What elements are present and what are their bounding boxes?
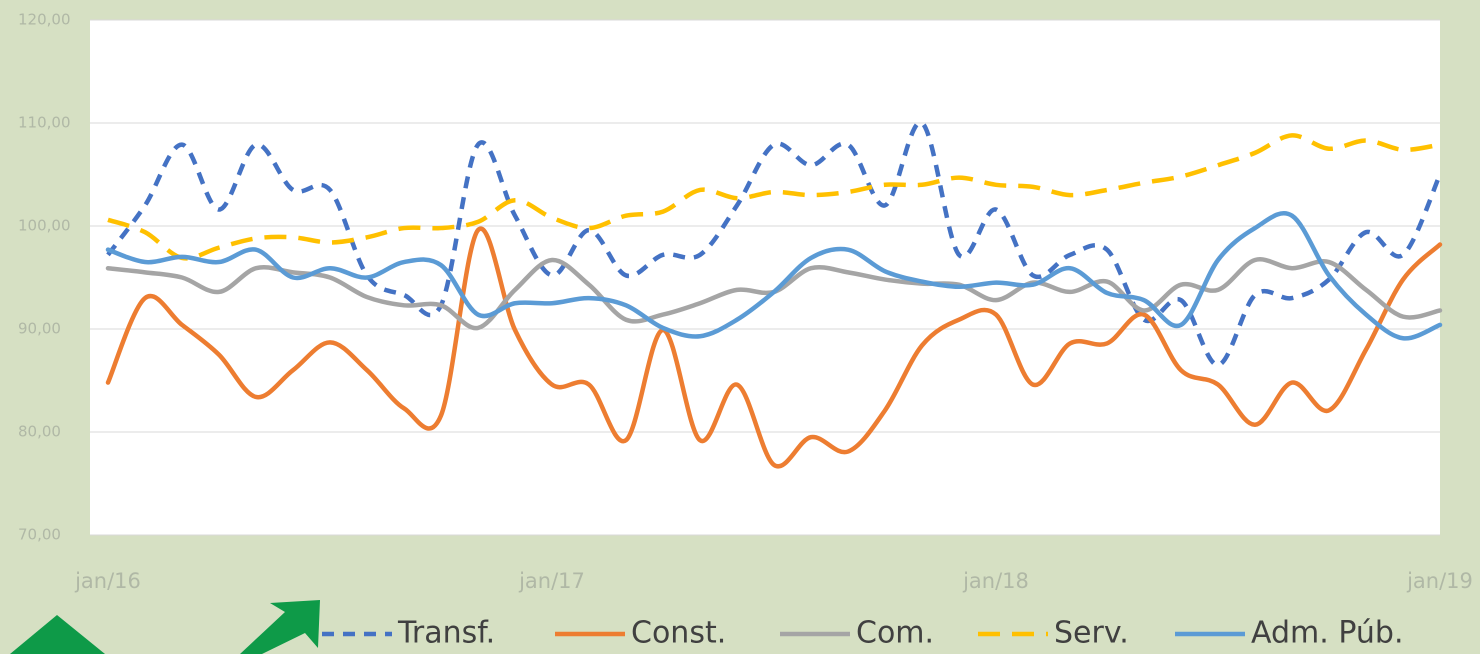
y-tick-label: 90,00: [18, 320, 61, 338]
series-line: [105, 211, 1443, 341]
y-tick-label: 120,00: [18, 11, 71, 29]
x-tick-label: jan/17: [518, 569, 585, 593]
legend-label: Adm. Púb.: [1251, 616, 1404, 651]
legend-label: Const.: [631, 616, 726, 651]
x-tick-label: jan/18: [962, 569, 1029, 593]
series-line: [105, 226, 1443, 469]
y-tick-label: 100,00: [18, 217, 71, 235]
legend-label: Com.: [856, 616, 934, 651]
y-tick-label: 80,00: [18, 423, 61, 441]
x-tick-label: jan/16: [74, 569, 141, 593]
arrow-icon: [10, 615, 105, 654]
legend-label: Transf.: [397, 616, 495, 651]
x-tick-label: jan/19: [1406, 569, 1473, 593]
y-tick-label: 70,00: [18, 526, 61, 544]
y-tick-label: 110,00: [18, 114, 71, 132]
legend-label: Serv.: [1054, 616, 1129, 651]
arrow-icon: [240, 600, 320, 654]
